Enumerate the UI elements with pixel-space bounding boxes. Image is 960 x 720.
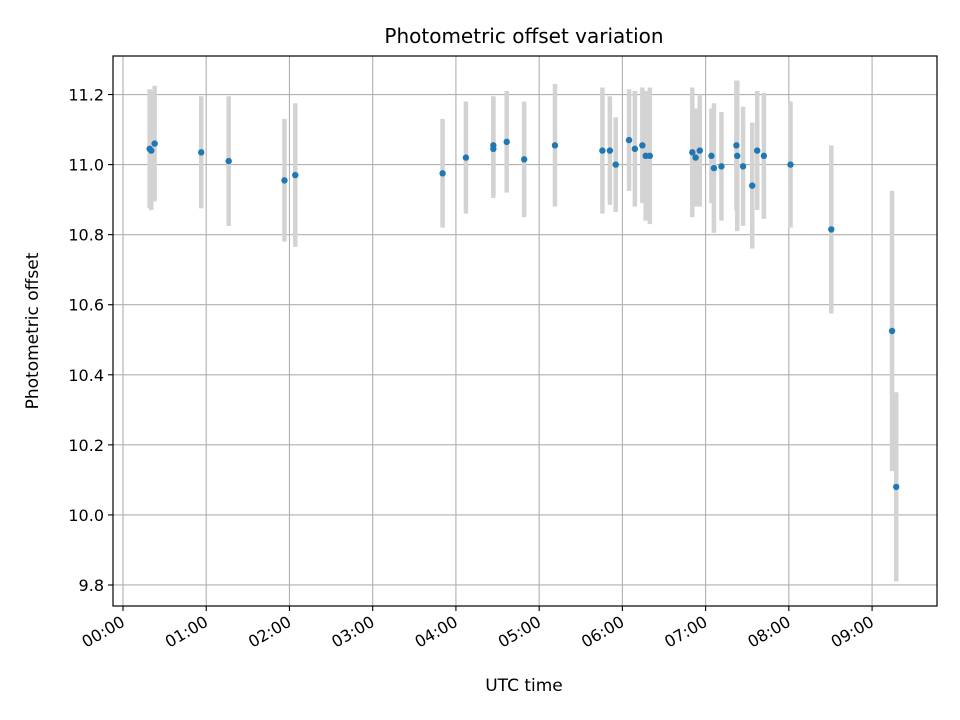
y-tick-label: 10.0 — [68, 506, 104, 525]
data-point — [893, 483, 900, 491]
data-point — [292, 171, 299, 179]
y-tick-label: 10.4 — [68, 366, 104, 385]
y-tick-label: 10.2 — [68, 436, 104, 455]
data-point — [198, 149, 205, 156]
data-point — [599, 147, 606, 154]
data-point — [734, 152, 741, 160]
data-point — [503, 138, 510, 146]
data-point — [760, 152, 768, 160]
data-point — [148, 147, 155, 154]
y-tick-label: 11.0 — [68, 156, 104, 175]
data-points — [146, 136, 900, 491]
data-point — [710, 164, 718, 172]
data-point — [625, 136, 633, 144]
data-point — [281, 177, 288, 184]
y-axis-ticks: 9.8 10.0 10.2 10.4 10.6 10.8 11.0 11.2 — [68, 86, 113, 595]
data-point — [696, 147, 703, 154]
data-point — [490, 145, 497, 153]
y-tick-label: 10.6 — [68, 296, 104, 315]
y-axis-label: Photometric offset — [23, 252, 43, 409]
data-point — [612, 161, 619, 168]
data-point — [606, 147, 614, 154]
data-point — [828, 226, 835, 233]
y-tick-label: 11.2 — [68, 86, 104, 105]
data-point — [733, 142, 740, 149]
chart-title: Photometric offset variation — [384, 24, 663, 48]
data-point — [551, 142, 559, 149]
data-point — [718, 163, 725, 170]
data-point — [520, 156, 528, 163]
data-point — [754, 147, 761, 154]
plot-frame — [112, 55, 938, 607]
data-point — [708, 152, 715, 160]
data-point — [225, 157, 232, 165]
data-point — [639, 142, 646, 149]
x-axis-label: UTC time — [485, 676, 563, 696]
data-point — [692, 154, 699, 161]
data-point — [749, 182, 756, 189]
data-point — [462, 154, 470, 161]
y-tick-label: 10.8 — [68, 226, 104, 245]
data-point — [439, 170, 446, 177]
data-point — [689, 149, 696, 156]
data-point — [646, 152, 654, 160]
data-point — [151, 140, 158, 147]
data-point — [631, 145, 639, 153]
data-point — [888, 327, 896, 335]
data-point — [787, 161, 794, 168]
y-tick-label: 9.8 — [79, 576, 104, 595]
data-point — [739, 163, 747, 170]
